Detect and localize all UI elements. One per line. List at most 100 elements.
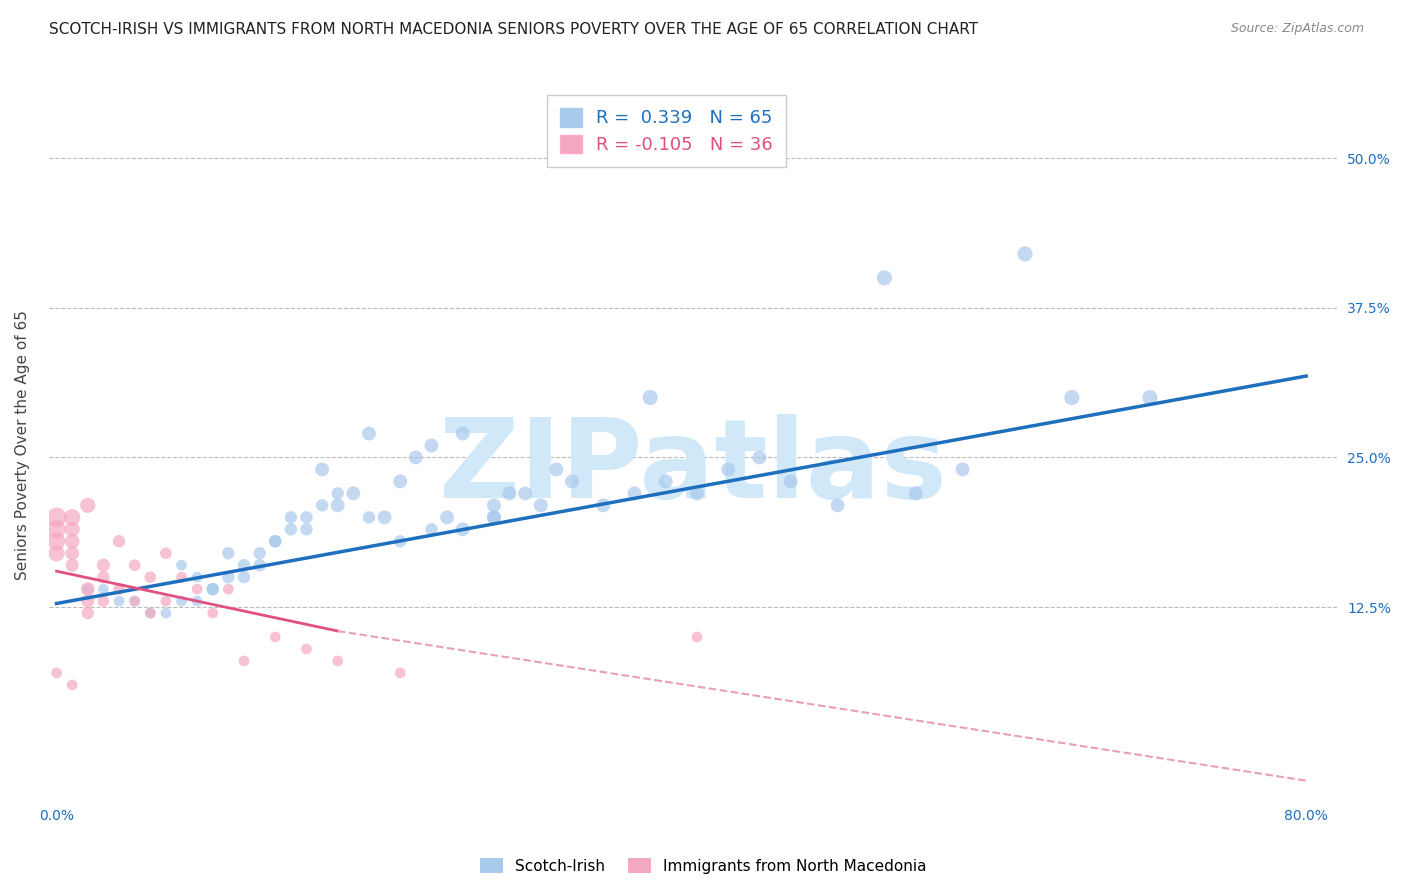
Point [405,450,427,465]
Point [420,522,443,536]
Point [155,594,177,608]
Point [217,570,239,584]
Point [280,510,302,524]
Point [311,499,333,513]
Point [45,522,67,536]
Point [1060,391,1083,405]
Point [530,499,553,513]
Point [217,546,239,560]
Point [170,558,193,573]
Point [389,475,412,489]
Point [93,570,115,584]
Point [498,486,520,500]
Point [76,594,98,608]
Point [60,546,83,560]
Point [295,522,318,536]
Point [451,522,474,536]
Point [295,510,318,524]
Point [60,534,83,549]
Point [1014,247,1036,261]
Point [124,594,146,608]
Point [686,630,709,644]
Point [186,570,208,584]
Point [357,426,380,441]
Point [717,462,740,476]
Point [482,499,505,513]
Point [201,606,224,620]
Point [233,558,256,573]
Point [45,546,67,560]
Point [155,606,177,620]
Point [76,582,98,596]
Point [638,151,661,165]
Point [186,582,208,596]
Point [45,665,67,680]
Point [952,462,974,476]
Point [76,606,98,620]
Point [139,606,162,620]
Point [108,582,131,596]
Point [60,510,83,524]
Point [311,462,333,476]
Point [155,546,177,560]
Point [217,582,239,596]
Legend: R =  0.339   N = 65, R = -0.105   N = 36: R = 0.339 N = 65, R = -0.105 N = 36 [547,95,786,167]
Point [124,558,146,573]
Point [264,630,287,644]
Point [45,534,67,549]
Point [748,450,770,465]
Point [60,678,83,692]
Point [592,499,614,513]
Text: ZIPatlas: ZIPatlas [439,414,948,521]
Point [326,486,349,500]
Point [326,499,349,513]
Point [201,582,224,596]
Point [342,486,364,500]
Point [45,510,67,524]
Point [280,522,302,536]
Point [389,665,412,680]
Point [904,486,927,500]
Point [638,391,661,405]
Point [357,510,380,524]
Point [561,475,583,489]
Point [873,271,896,285]
Point [1139,391,1161,405]
Point [686,486,709,500]
Y-axis label: Seniors Poverty Over the Age of 65: Seniors Poverty Over the Age of 65 [15,310,30,581]
Point [482,510,505,524]
Point [623,486,645,500]
Point [93,582,115,596]
Point [264,534,287,549]
Point [420,438,443,452]
Point [264,534,287,549]
Point [655,475,678,489]
Point [170,594,193,608]
Point [60,522,83,536]
Point [249,546,271,560]
Text: SCOTCH-IRISH VS IMMIGRANTS FROM NORTH MACEDONIA SENIORS POVERTY OVER THE AGE OF : SCOTCH-IRISH VS IMMIGRANTS FROM NORTH MA… [49,22,979,37]
Point [108,594,131,608]
Point [170,570,193,584]
Point [233,654,256,668]
Point [326,654,349,668]
Point [779,475,801,489]
Point [93,594,115,608]
Point [139,606,162,620]
Point [374,510,396,524]
Point [515,486,537,500]
Point [436,510,458,524]
Text: Source: ZipAtlas.com: Source: ZipAtlas.com [1230,22,1364,36]
Point [295,642,318,657]
Point [139,570,162,584]
Point [201,582,224,596]
Point [451,426,474,441]
Point [482,510,505,524]
Point [108,534,131,549]
Point [186,594,208,608]
Point [60,558,83,573]
Point [827,499,849,513]
Point [124,594,146,608]
Point [546,462,568,476]
Point [389,534,412,549]
